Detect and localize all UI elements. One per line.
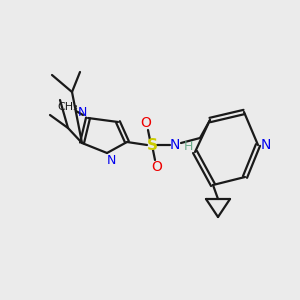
Text: N: N [77,106,87,119]
Text: CH₃: CH₃ [58,102,78,112]
Text: O: O [141,116,152,130]
Text: H: H [183,140,193,154]
Text: N: N [261,138,271,152]
Text: O: O [152,160,162,174]
Text: S: S [146,137,158,152]
Text: N: N [170,138,180,152]
Text: N: N [106,154,116,166]
